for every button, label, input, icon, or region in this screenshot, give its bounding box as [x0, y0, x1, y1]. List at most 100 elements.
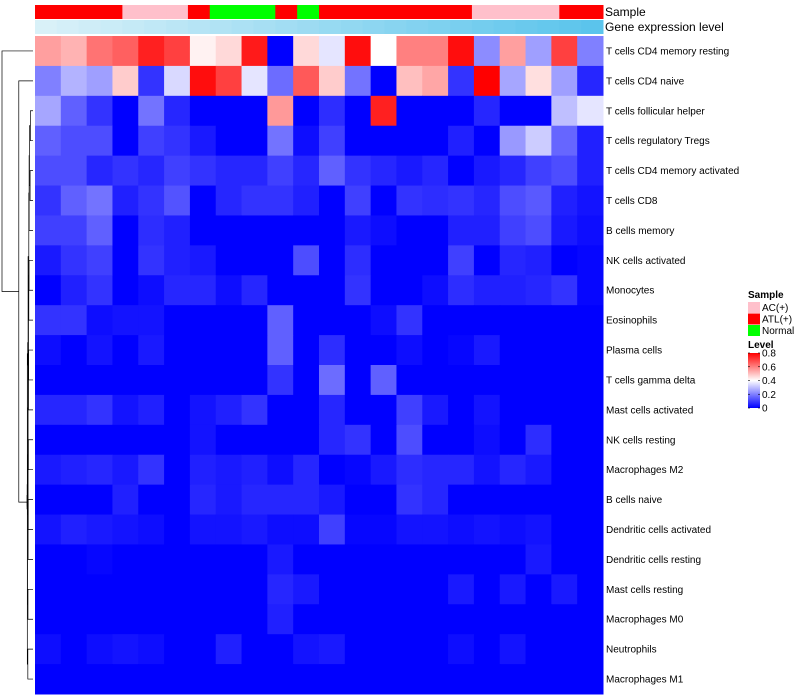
heatmap-cell: [112, 394, 139, 426]
heatmap-cell: [473, 664, 501, 695]
heatmap-cell: [551, 275, 578, 306]
heatmap-cell: [396, 604, 423, 635]
heatmap-cell: [35, 394, 62, 426]
heatmap-cell: [396, 305, 423, 336]
expression-annotation-cell: [209, 20, 233, 34]
heatmap-cell: [448, 484, 475, 516]
heatmap-cell: [473, 65, 501, 97]
heatmap-cell: [215, 454, 243, 486]
heatmap-cell: [138, 365, 165, 396]
row-label: T cells CD4 memory activated: [606, 166, 739, 177]
heatmap-cell: [551, 125, 578, 157]
heatmap-cell: [293, 544, 320, 575]
heatmap-cell: [189, 514, 217, 545]
heatmap-cell: [344, 185, 372, 216]
level-legend-label: 0.2: [762, 390, 776, 401]
row-label: B cells memory: [606, 226, 674, 237]
heatmap-cell: [577, 544, 604, 575]
heatmap-cell: [86, 574, 113, 605]
heatmap-cell: [164, 185, 191, 216]
heatmap-cell: [35, 305, 62, 336]
heatmap-cell: [293, 215, 320, 246]
heatmap-cell: [396, 454, 423, 486]
heatmap-cell: [86, 155, 113, 187]
level-legend-title: Level: [748, 340, 774, 351]
heatmap-cell: [525, 664, 552, 695]
heatmap-cell: [551, 215, 578, 246]
heatmap-cell: [448, 275, 475, 306]
heatmap-cell: [525, 574, 552, 605]
sample-annotation-cell: [515, 5, 538, 19]
heatmap-cell: [267, 275, 294, 306]
heatmap-cell: [35, 454, 62, 486]
heatmap-cell: [422, 574, 449, 605]
heatmap-cell: [138, 335, 165, 366]
expression-annotation-cell: [253, 20, 276, 34]
heatmap-cell: [448, 454, 475, 486]
level-colorbar: [748, 353, 760, 408]
heatmap-cell: [577, 95, 604, 127]
heatmap-cell: [164, 514, 191, 545]
heatmap-cell: [396, 424, 423, 456]
level-legend-label: 0.8: [762, 349, 776, 360]
heatmap-cell: [499, 604, 527, 635]
heatmap-cell: [241, 155, 268, 187]
heatmap-cell: [319, 305, 346, 336]
heatmap-cell: [473, 365, 501, 396]
sample-annotation-bar: [35, 5, 604, 19]
heatmap-cell: [215, 634, 243, 665]
heatmap-cell: [473, 604, 501, 635]
heatmap-cell: [551, 544, 578, 575]
heatmap-cell: [60, 664, 88, 695]
heatmap-cell: [112, 335, 139, 366]
heatmap-cell: [60, 634, 88, 665]
heatmap-cell: [344, 424, 372, 456]
heatmap-cell: [525, 275, 552, 306]
heatmap-cell: [551, 424, 578, 456]
heatmap-cell: [319, 664, 346, 695]
heatmap-cell: [189, 365, 217, 396]
heatmap-cell: [422, 514, 449, 545]
heatmap-cell: [370, 245, 397, 276]
heatmap-cell: [164, 155, 191, 187]
heatmap-cell: [60, 36, 88, 67]
heatmap-cell: [577, 604, 604, 635]
heatmap-cell: [370, 424, 397, 456]
heatmap-cell: [138, 604, 165, 635]
heatmap-cell: [473, 185, 501, 216]
heatmap-cell: [448, 514, 475, 545]
heatmap-cell: [577, 634, 604, 665]
heatmap-cell: [525, 125, 552, 157]
heatmap-cell: [577, 245, 604, 276]
dendrogram-branch: [18, 80, 33, 503]
heatmap-cell: [241, 365, 268, 396]
heatmap-cell: [138, 65, 165, 97]
expression-annotation-cell: [450, 20, 473, 34]
heatmap-cell: [267, 245, 294, 276]
heatmap-cell: [189, 125, 217, 157]
sample-annotation-cell: [56, 5, 80, 19]
heatmap-cell: [112, 36, 139, 67]
heatmap-cell: [112, 544, 139, 575]
heatmap-cell: [344, 544, 372, 575]
heatmap-cell: [138, 574, 165, 605]
heatmap-cell: [138, 454, 165, 486]
heatmap-cell: [396, 215, 423, 246]
heatmap-cell: [293, 275, 320, 306]
row-label: T cells follicular helper: [606, 106, 705, 117]
heatmap-cell: [499, 155, 527, 187]
heatmap-cell: [396, 65, 423, 97]
heatmap-cell: [86, 215, 113, 246]
heatmap-cell: [86, 36, 113, 67]
heatmap-cell: [60, 424, 88, 456]
heatmap-cell: [241, 305, 268, 336]
heatmap-cell: [138, 544, 165, 575]
expression-annotation-cell: [319, 20, 342, 34]
heatmap-cell: [112, 245, 139, 276]
expression-annotation-bar: [35, 20, 604, 34]
heatmap-cell: [422, 245, 449, 276]
heatmap-cell: [525, 604, 552, 635]
heatmap-cell: [577, 394, 604, 426]
level-legend-label: 0.6: [762, 362, 776, 373]
heatmap-cell: [577, 275, 604, 306]
